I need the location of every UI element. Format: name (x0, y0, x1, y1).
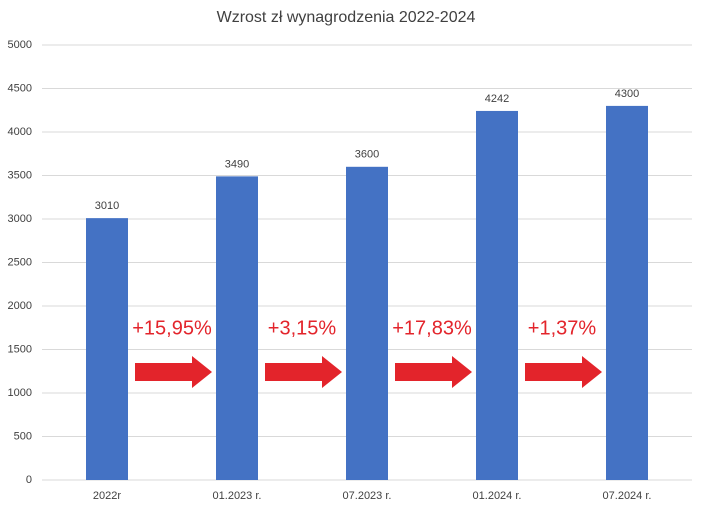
data-label: 3600 (355, 149, 379, 161)
data-label: 4242 (485, 93, 509, 105)
data-label: 3490 (225, 158, 249, 170)
bar (476, 110, 518, 481)
bar (606, 105, 648, 481)
annotation: +15,95% (132, 317, 212, 339)
y-tick-label: 4500 (8, 82, 32, 94)
y-tick-label: 1500 (8, 343, 32, 355)
arrow (525, 356, 602, 388)
x-tick-label: 07.2024 r. (603, 490, 652, 502)
y-tick-label: 5000 (8, 39, 32, 51)
annotation: +17,83% (392, 317, 472, 339)
data-label: 4300 (615, 88, 639, 100)
y-tick-label: 4000 (8, 126, 32, 138)
arrow (395, 356, 472, 388)
x-tick-label: 2022r (93, 490, 121, 502)
bar (216, 176, 258, 480)
bar (86, 218, 128, 480)
bar (346, 166, 388, 481)
arrow (135, 356, 212, 388)
annotation: +1,37% (528, 317, 597, 339)
y-tick-label: 1000 (8, 387, 32, 399)
x-tick-label: 07.2023 r. (343, 490, 392, 502)
y-tick-label: 2000 (8, 300, 32, 312)
x-tick-label: 01.2023 r. (213, 490, 262, 502)
data-label: 3010 (95, 200, 119, 212)
arrow (265, 356, 342, 388)
y-tick-label: 0 (26, 474, 32, 486)
y-tick-label: 2500 (8, 256, 32, 268)
chart-title: Wzrost zł wynagrodzenia 2022-2024 (217, 9, 476, 26)
y-tick-label: 3500 (8, 169, 32, 181)
y-tick-label: 3000 (8, 213, 32, 225)
y-tick-label: 500 (14, 430, 32, 442)
x-tick-label: 01.2024 r. (473, 490, 522, 502)
annotation: +3,15% (268, 317, 337, 339)
